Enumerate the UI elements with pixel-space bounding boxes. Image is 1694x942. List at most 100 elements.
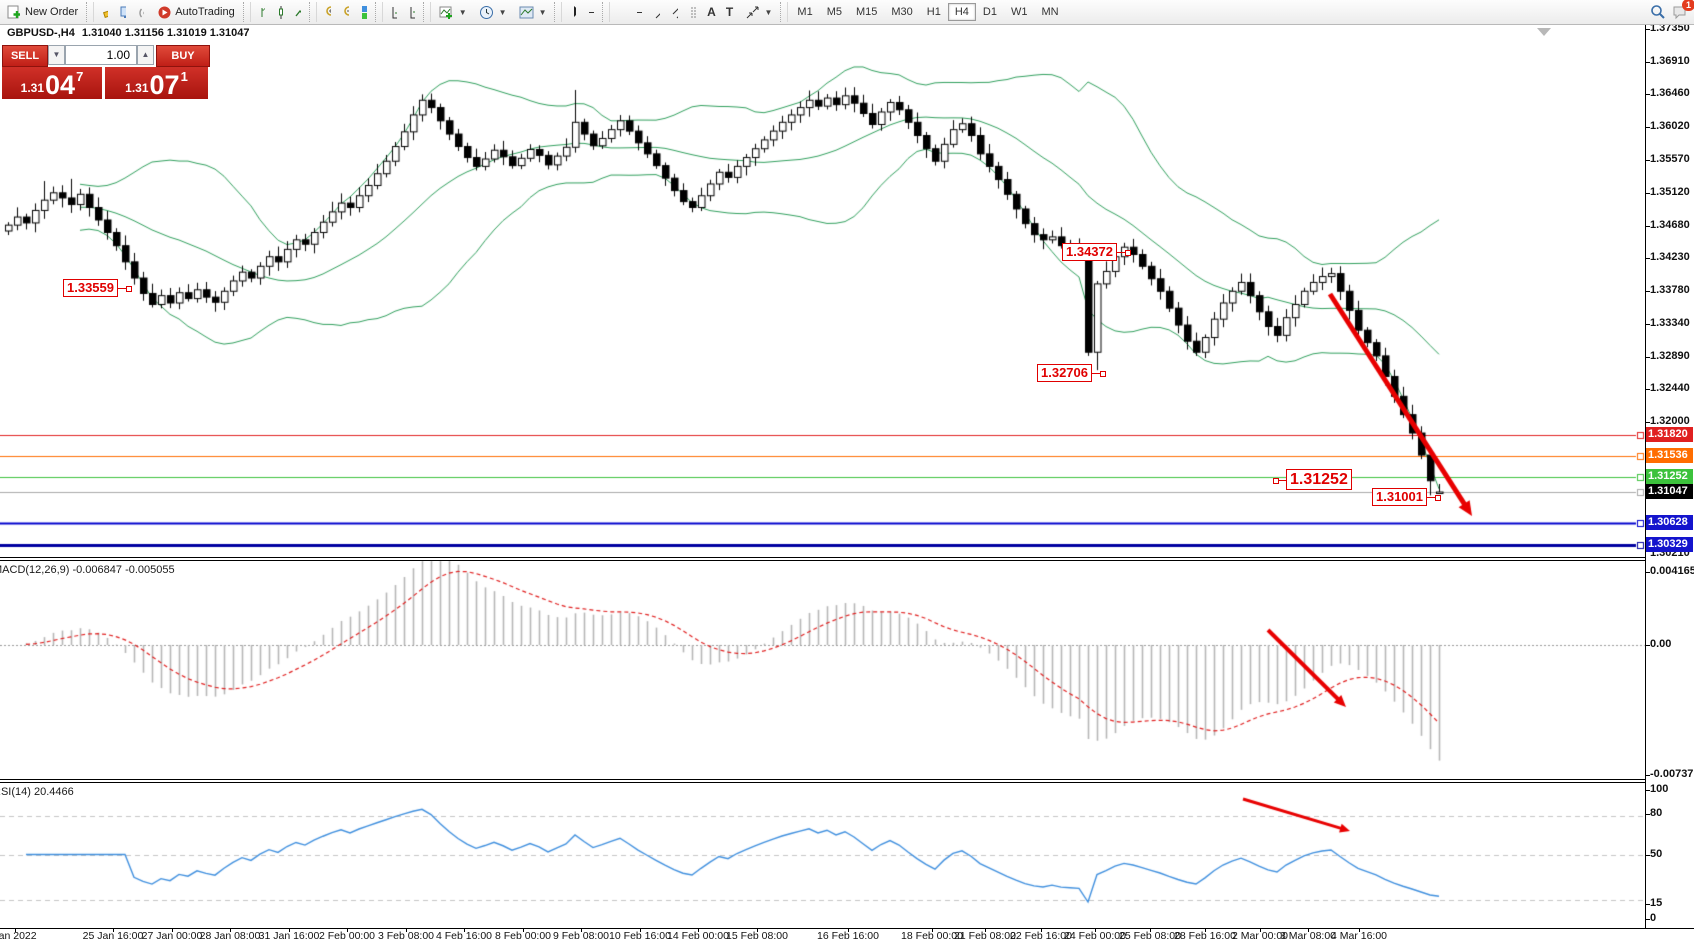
autotrading-button[interactable]: AutoTrading xyxy=(151,3,240,21)
volume-decrease-button[interactable]: ▼ xyxy=(48,45,65,65)
cursor-icon[interactable] xyxy=(565,4,581,20)
time-axis-tick-mark xyxy=(1150,928,1151,932)
price-axis-tick-mark xyxy=(1645,193,1650,194)
rsi-axis-tick: 15 xyxy=(1650,897,1663,909)
fibonacci-icon[interactable]: F xyxy=(685,4,701,20)
time-axis-tick-mark xyxy=(523,928,524,932)
buy-button[interactable]: BUY xyxy=(156,45,210,67)
volume-increase-button[interactable]: ▲ xyxy=(137,45,154,65)
tile-windows-icon[interactable] xyxy=(356,4,372,20)
time-axis-tick-mark xyxy=(15,928,16,932)
price-axis-tick-mark xyxy=(1645,389,1650,390)
time-axis-label: 28 Feb 16:00 xyxy=(1174,930,1236,942)
price-axis-tick: 1.32440 xyxy=(1650,382,1690,394)
time-axis-tick-mark xyxy=(757,928,758,932)
horizontal-line-icon[interactable] xyxy=(631,4,647,20)
price-axis-tick: 1.33780 xyxy=(1650,284,1690,296)
price-callout-label[interactable]: 1.32706 xyxy=(1037,364,1092,382)
zoom-in-icon[interactable] xyxy=(320,4,336,20)
indicators-button[interactable]: ▼ xyxy=(434,3,472,21)
tab-timeframe-h4[interactable]: H4 xyxy=(947,3,976,21)
tab-timeframe-m1[interactable]: M1 xyxy=(797,6,813,18)
new-order-label: New Order xyxy=(25,6,79,18)
line-chart-icon[interactable] xyxy=(290,4,306,20)
price-callout-label[interactable]: 1.31001 xyxy=(1372,488,1427,506)
price-level-tag[interactable]: 1.30329 xyxy=(1646,536,1693,552)
chart-shift-marker[interactable] xyxy=(1537,28,1551,36)
price-level-tag[interactable]: 1.31252 xyxy=(1646,468,1693,484)
callout-anchor xyxy=(1435,495,1441,501)
chevron-down-icon: ▼ xyxy=(538,7,547,17)
panel-separator[interactable] xyxy=(0,557,1645,561)
candlestick-icon[interactable] xyxy=(272,4,288,20)
tab-timeframe-mn[interactable]: MN xyxy=(1041,6,1059,18)
price-axis-tick: 1.33340 xyxy=(1650,317,1690,329)
tab-timeframe-w1[interactable]: W1 xyxy=(1010,6,1028,18)
tab-timeframe-m5[interactable]: M5 xyxy=(826,6,842,18)
time-axis-label: 10 Feb 16:00 xyxy=(609,930,671,942)
tab-timeframe-m15[interactable]: M15 xyxy=(855,6,878,18)
sell-button[interactable]: SELL xyxy=(2,45,48,67)
tab-timeframe-d1[interactable]: D1 xyxy=(982,6,997,18)
time-axis-tick-mark xyxy=(406,928,407,932)
price-axis-line xyxy=(1645,25,1646,929)
callout-connector xyxy=(1427,497,1435,498)
price-level-tag[interactable]: 1.31536 xyxy=(1646,448,1693,464)
equidistant-channel-icon[interactable]: E xyxy=(667,4,683,20)
crosshair-icon[interactable] xyxy=(583,4,599,20)
time-axis-tick-mark xyxy=(985,928,986,932)
price-axis-tick: 1.34230 xyxy=(1650,251,1690,263)
rsi-axis-tick: 50 xyxy=(1650,848,1663,860)
price-callout-label[interactable]: 1.31252 xyxy=(1286,469,1352,490)
tab-timeframe-h1[interactable]: H1 xyxy=(926,6,941,18)
chart-shift-icon[interactable] xyxy=(404,4,420,20)
time-axis-label: 4 Mar 16:00 xyxy=(1330,930,1388,942)
time-axis-label: 18 Feb 00:00 xyxy=(901,930,963,942)
auto-scroll-icon[interactable] xyxy=(386,4,402,20)
notifications-icon[interactable]: 1 xyxy=(1672,0,1694,20)
chart-properties-icon[interactable] xyxy=(97,4,113,20)
time-axis-tick-mark xyxy=(698,928,699,932)
rsi-label: RSI(14) 20.4466 xyxy=(0,786,74,798)
buy-price-display[interactable]: 1.31 07 1 xyxy=(105,67,208,99)
time-axis-label: 28 Jan 08:00 xyxy=(199,930,261,942)
arrows-icon xyxy=(744,4,760,20)
tab-timeframe-m30[interactable]: M30 xyxy=(891,6,913,18)
new-order-button[interactable]: New Order xyxy=(1,3,83,21)
price-callout-label[interactable]: 1.33559 xyxy=(63,279,118,297)
price-callout-label[interactable]: 1.34372 xyxy=(1062,243,1117,261)
time-axis-tick-mark xyxy=(230,928,231,932)
expert-advisors-icon[interactable] xyxy=(115,4,131,20)
sell-price-display[interactable]: 1.31 04 7 xyxy=(2,67,102,99)
text-label-tool-icon[interactable]: T xyxy=(725,5,734,19)
price-level-tag[interactable]: 1.31047 xyxy=(1646,484,1693,500)
signal-icon[interactable] xyxy=(133,4,149,20)
price-axis-tick: 1.32890 xyxy=(1650,350,1690,362)
trendline-icon[interactable] xyxy=(649,4,665,20)
periods-button[interactable]: ▼ xyxy=(474,3,512,21)
price-axis-tick: 1.32000 xyxy=(1650,415,1690,427)
chart-title: GBPUSD-,H4 1.31040 1.31156 1.31019 1.310… xyxy=(7,27,250,39)
price-axis-tick-mark xyxy=(1645,258,1650,259)
panel-separator[interactable] xyxy=(0,779,1645,783)
price-axis-tick: 1.35570 xyxy=(1650,153,1690,165)
bar-chart-icon[interactable] xyxy=(254,4,270,20)
price-axis-tick: 1.36910 xyxy=(1650,55,1690,67)
volume-input[interactable] xyxy=(65,45,137,65)
search-icon[interactable] xyxy=(1650,4,1666,20)
price-axis-tick-mark xyxy=(1645,226,1650,227)
time-axis-label: 21 Feb 08:00 xyxy=(954,930,1016,942)
text-tool-icon[interactable]: A xyxy=(707,5,716,19)
buy-price-prefix: 1.31 xyxy=(125,81,149,95)
toolbar-separator xyxy=(422,2,431,22)
zoom-out-icon[interactable] xyxy=(338,4,354,20)
templates-button[interactable]: ▼ xyxy=(514,3,552,21)
vertical-line-icon[interactable] xyxy=(613,4,629,20)
price-level-tag[interactable]: 1.30628 xyxy=(1646,514,1693,530)
toolbar-separator xyxy=(86,2,95,22)
price-axis-tick: 1.35120 xyxy=(1650,186,1690,198)
arrows-tool-button[interactable]: ▼ xyxy=(739,3,777,21)
price-axis-tick-mark xyxy=(1645,127,1650,128)
price-level-tag[interactable]: 1.31820 xyxy=(1646,427,1693,443)
